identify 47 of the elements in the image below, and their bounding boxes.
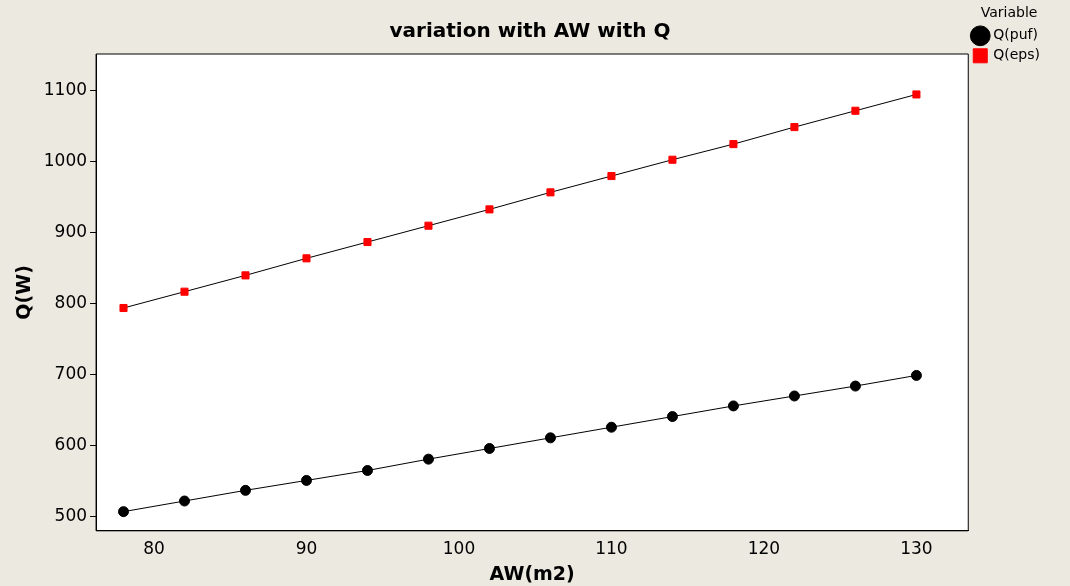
point (241, 271, 250, 280)
point (912, 90, 921, 99)
point (240, 484, 251, 496)
y-tick-label: 500 (54, 505, 88, 526)
point (361, 464, 373, 476)
point (422, 453, 434, 465)
point (118, 506, 130, 518)
point (788, 390, 800, 402)
x-tick-label: 80 (143, 538, 165, 559)
point (363, 237, 372, 247)
x-tick-label: 100 (442, 538, 476, 559)
point (607, 172, 616, 181)
y-tick-label: 700 (54, 363, 88, 384)
point (727, 400, 739, 412)
point (302, 254, 311, 263)
x-tick-label: 120 (747, 538, 781, 559)
y-tick-label: 600 (54, 434, 88, 455)
point (179, 495, 190, 507)
point (605, 421, 617, 433)
chart-title: variation with AW with Q (389, 18, 671, 43)
point (485, 205, 494, 214)
point (851, 106, 860, 115)
point (300, 474, 312, 486)
point (668, 155, 677, 164)
point (424, 221, 433, 230)
x-tick-label: 90 (295, 538, 318, 559)
point (180, 287, 189, 296)
point (729, 140, 738, 149)
legend-label: Q(puf) (993, 26, 1038, 43)
y-tick-label: 1100 (43, 79, 88, 100)
point (544, 432, 556, 444)
point (910, 369, 922, 381)
point (119, 303, 128, 313)
x-tick-label: 110 (595, 538, 628, 559)
y-tick-label: 900 (54, 221, 88, 242)
point (849, 380, 861, 392)
x-tick-label: 130 (900, 538, 933, 559)
x-axis-title: AW(m2) (489, 561, 575, 584)
y-tick-label: 800 (54, 292, 88, 313)
y-axis-title: Q(W) (12, 265, 35, 320)
point (790, 123, 799, 132)
legend-label: Q(eps) (993, 46, 1041, 63)
y-tick-label: 1000 (43, 150, 88, 171)
point (546, 188, 555, 197)
point (483, 443, 495, 454)
point (666, 411, 678, 423)
legend-title: Variable (980, 3, 1038, 20)
